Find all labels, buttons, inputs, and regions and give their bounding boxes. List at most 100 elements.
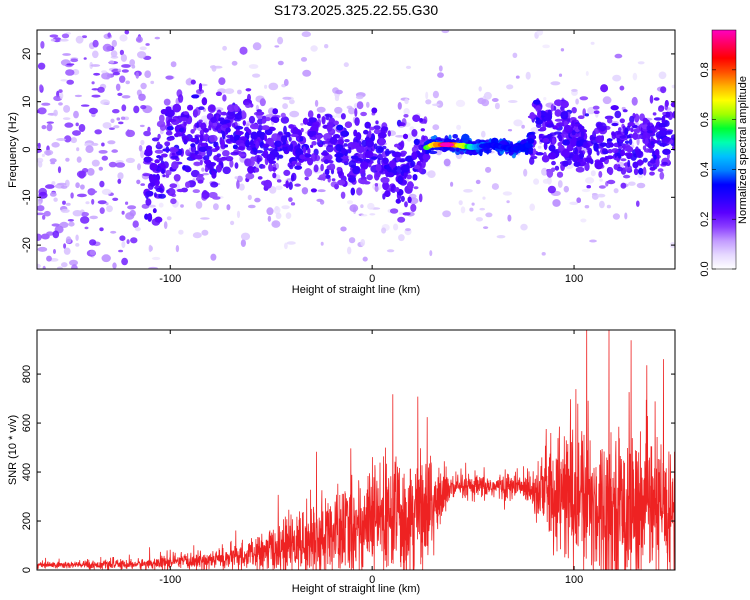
spectral-blob bbox=[101, 188, 112, 195]
spectral-blob bbox=[230, 151, 239, 156]
spectral-blob bbox=[121, 210, 125, 215]
spectral-blob bbox=[336, 124, 344, 131]
spectral-blob bbox=[569, 201, 579, 205]
spectral-blob bbox=[334, 106, 343, 114]
spectral-blob bbox=[61, 33, 70, 39]
spectral-blob bbox=[649, 94, 654, 104]
spectral-blob bbox=[187, 77, 192, 86]
spectral-blob bbox=[198, 83, 203, 92]
spectral-blob bbox=[37, 212, 45, 216]
spectral-blob bbox=[245, 88, 252, 92]
spectral-blob bbox=[72, 210, 83, 217]
spectral-blob bbox=[646, 125, 651, 131]
spectral-blob bbox=[539, 126, 547, 132]
spectral-blob bbox=[52, 230, 60, 239]
spectral-blob bbox=[101, 142, 105, 147]
spectral-blob bbox=[412, 114, 421, 123]
spectral-blob bbox=[135, 36, 143, 43]
snr-panel: -100 0 100 0 200 400 600 800 Height of straigh… bbox=[7, 329, 676, 595]
spectral-blob bbox=[642, 117, 648, 124]
spectral-blob bbox=[76, 193, 87, 198]
spectral-blob bbox=[236, 180, 240, 189]
spectral-blob bbox=[127, 205, 137, 210]
spectral-blob bbox=[364, 121, 371, 129]
spectral-blob bbox=[535, 119, 543, 125]
spectral-blob bbox=[405, 65, 412, 69]
spectral-blob bbox=[57, 166, 62, 174]
spectral-peak bbox=[439, 142, 454, 147]
spectral-blob bbox=[74, 94, 82, 98]
spectral-blob bbox=[139, 46, 147, 51]
spectral-blob bbox=[406, 174, 412, 180]
spectral-blob bbox=[483, 91, 492, 100]
spectral-blob bbox=[655, 158, 660, 168]
spectral-blob bbox=[475, 179, 481, 185]
spectral-blob bbox=[213, 203, 219, 211]
spectral-blob bbox=[285, 212, 292, 220]
spectral-blob bbox=[102, 43, 113, 52]
spectral-blob bbox=[538, 133, 543, 139]
chart-title: S173.2025.325.22.55.G30 bbox=[274, 2, 438, 18]
spectral-blob bbox=[222, 130, 226, 140]
spectral-blob bbox=[626, 153, 632, 159]
spectral-blob bbox=[268, 82, 279, 91]
spectral-blob bbox=[149, 163, 158, 171]
spectral-blob bbox=[432, 103, 440, 107]
spectral-blob bbox=[199, 159, 203, 166]
spectral-blob bbox=[37, 246, 48, 252]
spectral-blob bbox=[554, 109, 562, 117]
spectral-blob bbox=[314, 99, 319, 107]
spectral-blob bbox=[633, 128, 640, 133]
snr-y-label: SNR (10 * v/v) bbox=[7, 415, 19, 485]
spectral-blob bbox=[630, 127, 634, 133]
spectral-blob bbox=[481, 130, 486, 138]
spectral-blob bbox=[436, 100, 444, 108]
spectral-blob bbox=[285, 131, 291, 138]
spectral-blob bbox=[302, 117, 309, 125]
spectral-blob bbox=[599, 178, 603, 182]
spectral-blob bbox=[536, 30, 544, 36]
spectral-blob bbox=[619, 85, 625, 91]
spectral-blob bbox=[129, 59, 135, 67]
spectral-blob bbox=[661, 161, 668, 166]
spectrogram-x-label: Height of straight line (km) bbox=[292, 284, 420, 296]
spectral-blob bbox=[295, 148, 304, 157]
spectral-blob bbox=[407, 196, 412, 203]
spectral-blob bbox=[320, 163, 324, 172]
spectral-blob bbox=[211, 65, 217, 72]
spectral-blob bbox=[248, 115, 256, 124]
spectral-blob bbox=[151, 137, 160, 142]
spectral-blob bbox=[53, 197, 58, 202]
spectral-blob bbox=[300, 128, 304, 133]
spectral-blob bbox=[626, 135, 631, 139]
spectral-blob bbox=[390, 184, 397, 193]
spectral-blob bbox=[523, 168, 528, 177]
spectral-blob bbox=[586, 185, 591, 189]
spectral-blob bbox=[75, 243, 80, 247]
spectral-blob bbox=[395, 198, 401, 204]
spectral-blob bbox=[535, 152, 544, 156]
spectral-blob bbox=[97, 86, 105, 93]
spectral-blob bbox=[50, 161, 56, 165]
spectral-blob bbox=[430, 136, 436, 140]
spectral-blob bbox=[542, 178, 550, 184]
spectral-blob bbox=[348, 107, 356, 115]
spectral-blob bbox=[99, 227, 104, 232]
spectral-blob bbox=[111, 149, 118, 153]
spectral-blob bbox=[587, 106, 596, 115]
spectral-blob bbox=[642, 157, 648, 163]
spectral-blob bbox=[301, 31, 311, 38]
spectral-blob bbox=[83, 57, 87, 60]
spectral-blob bbox=[200, 217, 210, 220]
spectral-blob bbox=[66, 63, 75, 66]
spectral-blob bbox=[255, 140, 260, 149]
spectral-blob bbox=[153, 192, 157, 198]
spectral-blob bbox=[575, 166, 585, 173]
spectral-blob bbox=[374, 183, 378, 187]
spectral-blob bbox=[606, 179, 616, 185]
spectral-blob bbox=[354, 108, 358, 117]
spectral-blob bbox=[234, 125, 244, 130]
spectral-blob bbox=[42, 214, 46, 220]
spectral-blob bbox=[289, 110, 300, 118]
